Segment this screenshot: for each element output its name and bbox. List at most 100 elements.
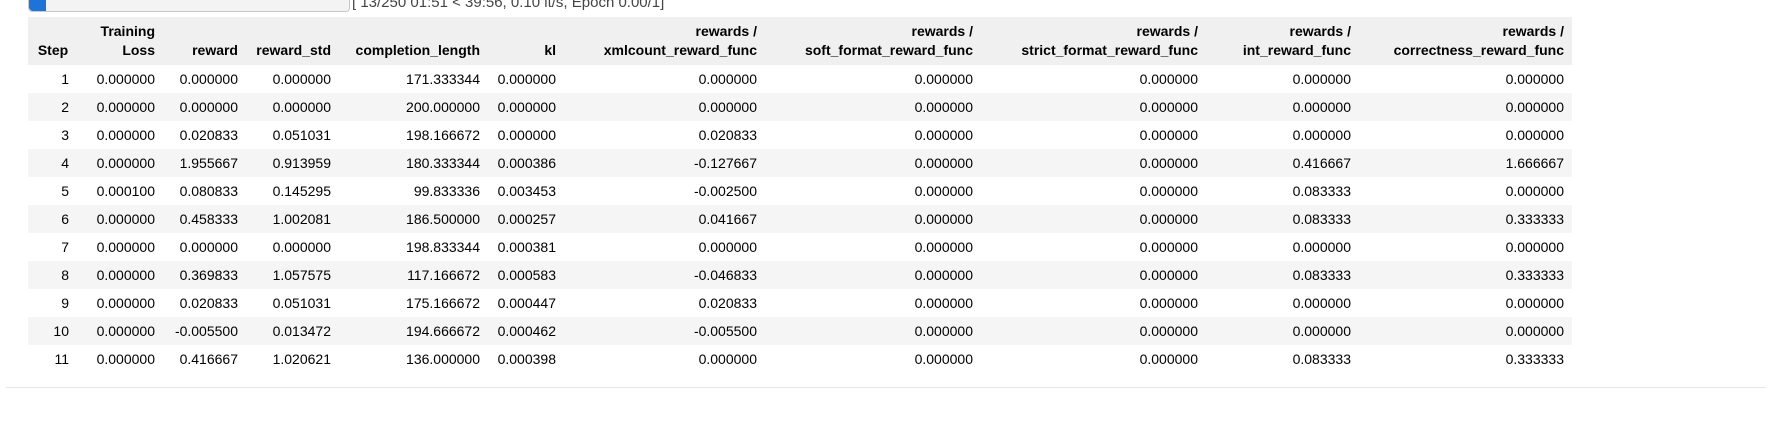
metric-cell: 180.333344 bbox=[339, 149, 488, 177]
metric-cell: 0.020833 bbox=[698, 127, 757, 143]
training-metrics-table: Step Training Loss reward reward_std completi… bbox=[28, 17, 1572, 373]
table-row: 11 0.000000 0.416667 1.020621 136.000000 0.00… bbox=[28, 345, 1572, 373]
metric-cell: 194.666672 bbox=[339, 317, 488, 345]
metric-cell: 0.000000 bbox=[1139, 71, 1198, 87]
column-header: reward bbox=[163, 17, 246, 65]
metric-cell: 0.000000 bbox=[96, 351, 155, 367]
metric-cell: 0.000000 bbox=[163, 93, 246, 121]
progress-status-text: [ 13/250 01:51 < 39:56, 0.10 it/s, Epoch… bbox=[352, 0, 665, 11]
metric-cell: 1.002081 bbox=[246, 205, 339, 233]
column-header-line: kl bbox=[544, 42, 556, 58]
metric-cell: 0.000000 bbox=[78, 317, 163, 345]
metric-cell: 0.000000 bbox=[765, 93, 981, 121]
metric-cell: 0.000000 bbox=[1139, 183, 1198, 199]
step-cell: 6 bbox=[28, 205, 78, 233]
metric-cell: 0.000000 bbox=[272, 239, 331, 255]
column-header-line: rewards / bbox=[695, 23, 757, 39]
column-header-line: rewards / bbox=[1136, 23, 1198, 39]
metric-cell: 175.166672 bbox=[406, 295, 480, 311]
metric-cell: 0.051031 bbox=[272, 127, 331, 143]
metric-cell: 0.000000 bbox=[1505, 183, 1564, 199]
step-cell: 5 bbox=[61, 183, 69, 199]
metric-cell: 0.000000 bbox=[698, 351, 757, 367]
column-header: rewards / correctness_reward_func bbox=[1359, 17, 1572, 65]
table-row: 2 0.000000 0.000000 0.000000 200.000000 0.000… bbox=[28, 93, 1572, 121]
metric-cell: 0.000000 bbox=[78, 93, 163, 121]
metric-cell: 186.500000 bbox=[339, 205, 488, 233]
metric-cell: 0.000000 bbox=[1359, 317, 1572, 345]
column-header-line: reward_std bbox=[256, 42, 331, 58]
metric-cell: 0.458333 bbox=[163, 205, 246, 233]
training-progress-bar bbox=[28, 0, 350, 12]
metric-cell: 1.666667 bbox=[1359, 149, 1572, 177]
metric-cell: 0.000000 bbox=[914, 71, 973, 87]
metric-cell: 0.000257 bbox=[488, 205, 564, 233]
step-cell: 11 bbox=[54, 351, 69, 367]
metric-cell: 0.000000 bbox=[914, 239, 973, 255]
metric-cell: 0.000000 bbox=[765, 205, 981, 233]
metric-cell: 0.013472 bbox=[246, 317, 339, 345]
metric-cell: 198.166672 bbox=[406, 127, 480, 143]
metric-cell: 0.000000 bbox=[698, 71, 757, 87]
metric-cell: 0.000000 bbox=[981, 261, 1206, 289]
metric-cell: -0.127667 bbox=[564, 149, 765, 177]
table-row: 1 0.000000 0.000000 0.000000 171.333344 0.000… bbox=[28, 65, 1572, 93]
table-row: 8 0.000000 0.369833 1.057575 117.166672 0.000… bbox=[28, 261, 1572, 289]
metric-cell: 198.833344 bbox=[406, 239, 480, 255]
metric-cell: 0.416667 bbox=[179, 351, 238, 367]
metric-cell: 0.000447 bbox=[497, 295, 556, 311]
metric-cell: 200.000000 bbox=[339, 93, 488, 121]
metric-cell: 0.000000 bbox=[1292, 239, 1351, 255]
metric-cell: 0.000000 bbox=[981, 149, 1206, 177]
metric-cell: 0.000000 bbox=[914, 127, 973, 143]
metric-cell: 0.000398 bbox=[497, 351, 556, 367]
column-header: rewards / int_reward_func bbox=[1206, 17, 1359, 65]
metric-cell: 0.083333 bbox=[1292, 351, 1351, 367]
table-row: 3 0.000000 0.020833 0.051031 198.166672 0.000… bbox=[28, 121, 1572, 149]
metric-cell: 0.000000 bbox=[497, 71, 556, 87]
metric-cell: 0.083333 bbox=[1206, 205, 1359, 233]
step-cell: 3 bbox=[61, 127, 69, 143]
metric-cell: 0.000000 bbox=[981, 205, 1206, 233]
metric-cell: 0.000000 bbox=[1505, 127, 1564, 143]
step-cell: 7 bbox=[61, 239, 69, 255]
column-header-line: int_reward_func bbox=[1242, 42, 1351, 58]
metric-cell: 0.000386 bbox=[488, 149, 564, 177]
metric-cell: -0.046833 bbox=[564, 261, 765, 289]
metric-cell: 0.000000 bbox=[1206, 93, 1359, 121]
metric-cell: 0.000000 bbox=[78, 261, 163, 289]
metric-cell: 0.000000 bbox=[914, 295, 973, 311]
cell-output: [ 13/250 01:51 < 39:56, 0.10 it/s, Epoch… bbox=[6, 0, 1766, 388]
metric-cell: 0.000000 bbox=[1292, 295, 1351, 311]
metric-cell: 0.000000 bbox=[246, 93, 339, 121]
metric-cell: 1.057575 bbox=[246, 261, 339, 289]
column-header-line: rewards / bbox=[911, 23, 973, 39]
column-header-line: xmlcount_reward_func bbox=[603, 42, 757, 58]
metric-cell: 0.369833 bbox=[163, 261, 246, 289]
metric-cell: 0.000000 bbox=[497, 127, 556, 143]
metric-cell: 0.333333 bbox=[1359, 261, 1572, 289]
column-header-line: Training bbox=[100, 23, 155, 39]
metric-cell: 0.000000 bbox=[1139, 351, 1198, 367]
step-cell: 4 bbox=[28, 149, 78, 177]
metric-cell: 0.000000 bbox=[1139, 239, 1198, 255]
column-header-line: rewards / bbox=[1502, 23, 1564, 39]
column-header: Step bbox=[28, 17, 78, 65]
metric-cell: 0.000000 bbox=[1292, 71, 1351, 87]
metric-cell: 99.833336 bbox=[413, 183, 480, 199]
column-header-line: correctness_reward_func bbox=[1393, 42, 1564, 58]
metric-cell: 0.000000 bbox=[1292, 127, 1351, 143]
metric-cell: 0.000000 bbox=[96, 295, 155, 311]
metric-cell: 0.000000 bbox=[981, 317, 1206, 345]
table-row: 10 0.000000 -0.005500 0.013472 194.666672 0.0… bbox=[28, 317, 1572, 345]
metric-cell: 0.000000 bbox=[179, 71, 238, 87]
metric-cell: 136.000000 bbox=[406, 351, 480, 367]
metric-cell: 0.000000 bbox=[1206, 317, 1359, 345]
metric-cell: 0.000000 bbox=[96, 239, 155, 255]
table-header-row: Step Training Loss reward reward_std completi… bbox=[28, 17, 1572, 65]
step-cell: 9 bbox=[61, 295, 69, 311]
metric-cell: 1.955667 bbox=[163, 149, 246, 177]
metric-cell: 0.000000 bbox=[1359, 93, 1572, 121]
metric-cell: 0.000000 bbox=[1505, 71, 1564, 87]
metric-cell: 0.000000 bbox=[698, 239, 757, 255]
